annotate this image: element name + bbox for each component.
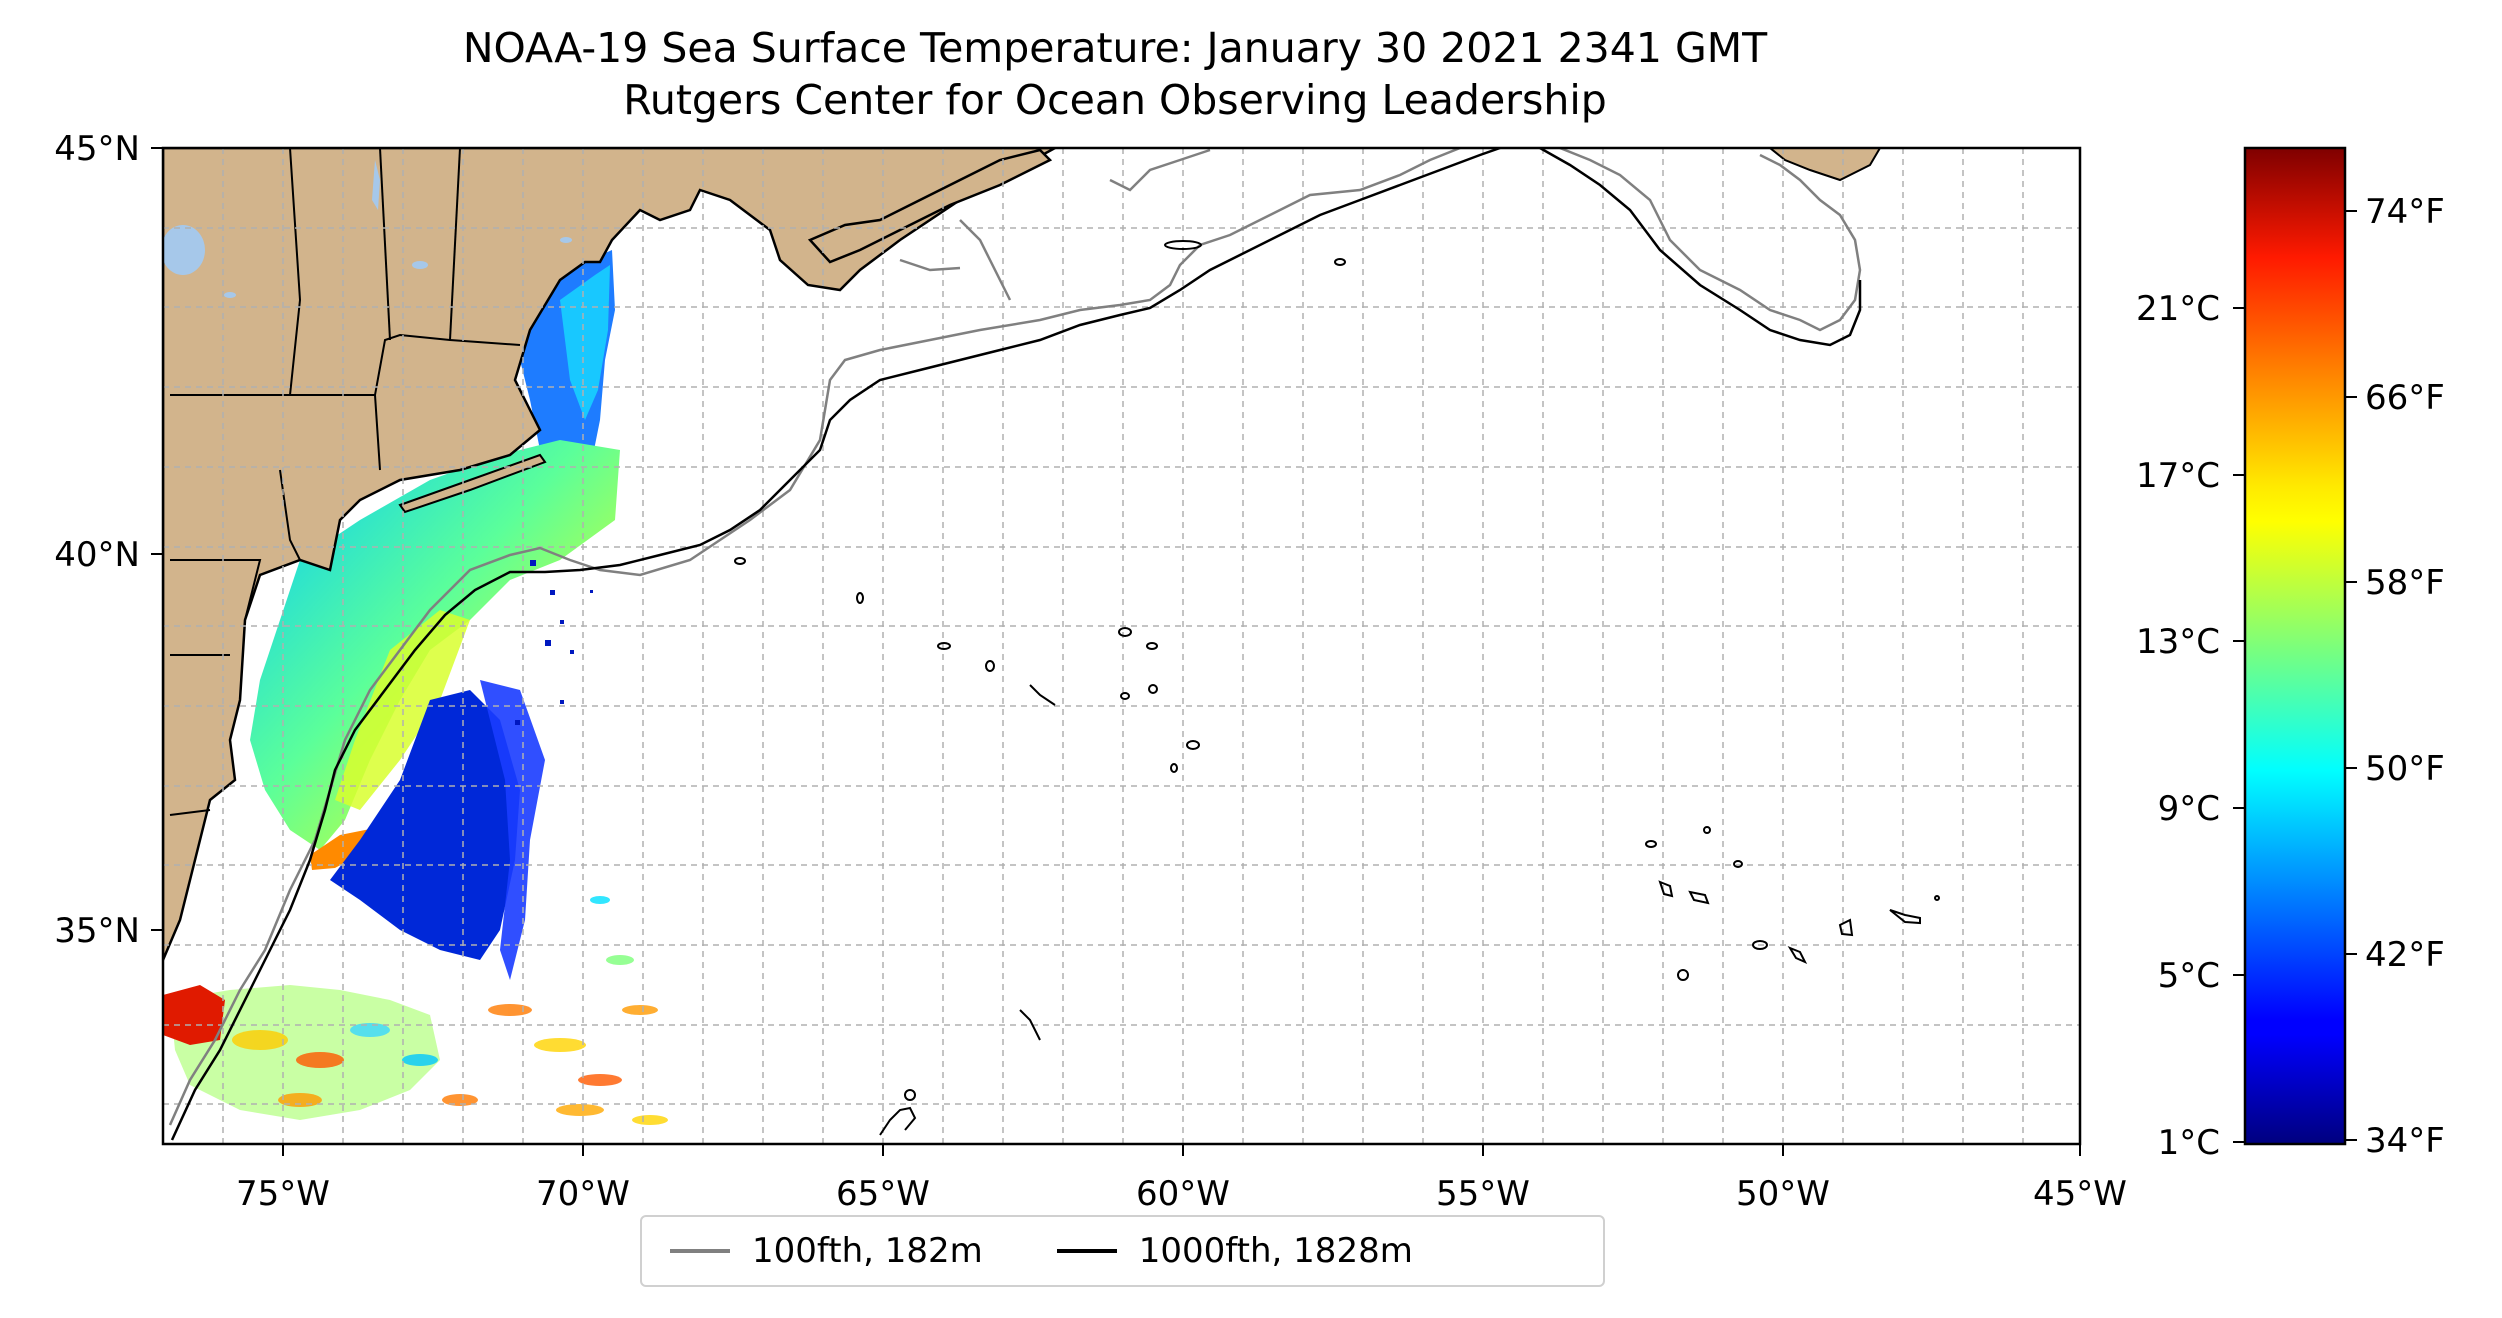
map-title: NOAA-19 Sea Surface Temperature: January…	[160, 22, 2070, 126]
gridlines	[163, 148, 2080, 1144]
fahrenheit-tick-label: 50°F	[2365, 749, 2445, 789]
fahrenheit-tick-label: 66°F	[2365, 378, 2445, 418]
celsius-tick-label: 1°C	[2158, 1123, 2220, 1163]
slope-blue	[330, 690, 520, 960]
title-line-2: Rutgers Center for Ocean Observing Leade…	[623, 76, 1607, 124]
warm-eddy	[310, 828, 375, 870]
celsius-tick-label: 13°C	[2136, 622, 2220, 662]
speckle-blue	[515, 560, 593, 725]
colorbar-fahrenheit-ticks	[2345, 210, 2357, 1141]
lon-tick-label: 45°W	[2033, 1174, 2127, 1214]
legend-item-1000fth: 1000fth, 1828m	[1056, 1231, 1413, 1271]
contour-1000fth	[170, 148, 1862, 1141]
lon-tick-label: 55°W	[1436, 1174, 1530, 1214]
lon-tick-label: 65°W	[836, 1174, 930, 1214]
long-island	[398, 453, 547, 514]
state-borders	[169, 148, 521, 816]
newfoundland	[1768, 148, 1882, 182]
colorbar-celsius-labels: 1°C 5°C 9°C 13°C 17°C 21°C	[2136, 289, 2220, 1163]
celsius-tick-label: 9°C	[2158, 789, 2220, 829]
colorbar-celsius-ticks	[2233, 307, 2245, 1143]
fahrenheit-tick-label: 34°F	[2365, 1121, 2445, 1161]
lon-tick-label: 75°W	[236, 1174, 330, 1214]
seamounts	[734, 240, 1940, 1136]
celsius-tick-label: 17°C	[2136, 456, 2220, 496]
fahrenheit-tick-label: 74°F	[2365, 192, 2445, 232]
lon-axis	[282, 1144, 2081, 1156]
legend-item-100fth: 100fth, 182m	[670, 1231, 983, 1271]
lat-tick-labels: 45°N 40°N 35°N	[54, 129, 140, 951]
lon-tick-label: 50°W	[1736, 1174, 1830, 1214]
contour-legend: 100fth, 182m 1000fth, 1828m	[640, 1215, 1605, 1287]
offshore-blue	[480, 680, 545, 980]
scatter-south	[170, 985, 440, 1120]
lon-tick-label: 60°W	[1136, 1174, 1230, 1214]
map-body	[163, 148, 2080, 1144]
contour-100fth	[168, 148, 1862, 1126]
lat-axis	[151, 147, 163, 931]
map-frame	[161, 146, 2082, 1146]
lon-tick-labels: 75°W 70°W 65°W 60°W 55°W 50°W 45°W	[236, 1174, 2127, 1214]
legend-line-black	[1056, 1249, 1117, 1253]
colorbar-fahrenheit-labels: 34°F 42°F 50°F 58°F 66°F 74°F	[2365, 192, 2445, 1161]
lat-tick-label: 35°N	[54, 911, 140, 951]
legend-label: 100fth, 182m	[752, 1231, 983, 1271]
land-us-coast	[163, 148, 1056, 961]
colorbar-gradient	[2243, 146, 2347, 1146]
legend-label: 1000fth, 1828m	[1138, 1231, 1413, 1271]
lat-tick-label: 40°N	[54, 535, 140, 575]
title-line-1: NOAA-19 Sea Surface Temperature: January…	[462, 24, 1768, 72]
fahrenheit-tick-label: 42°F	[2365, 935, 2445, 975]
scatter-patches	[232, 896, 668, 1125]
lakes	[163, 160, 572, 298]
nova-scotia	[807, 148, 1053, 264]
celsius-tick-label: 21°C	[2136, 289, 2220, 329]
gulf-of-maine-cyan	[560, 265, 610, 420]
gulf-stream-red	[163, 985, 225, 1045]
legend-line-gray	[670, 1249, 730, 1253]
lat-tick-label: 45°N	[54, 129, 140, 169]
celsius-tick-label: 5°C	[2158, 956, 2220, 996]
lon-tick-label: 70°W	[536, 1174, 630, 1214]
fahrenheit-tick-label: 58°F	[2365, 563, 2445, 603]
